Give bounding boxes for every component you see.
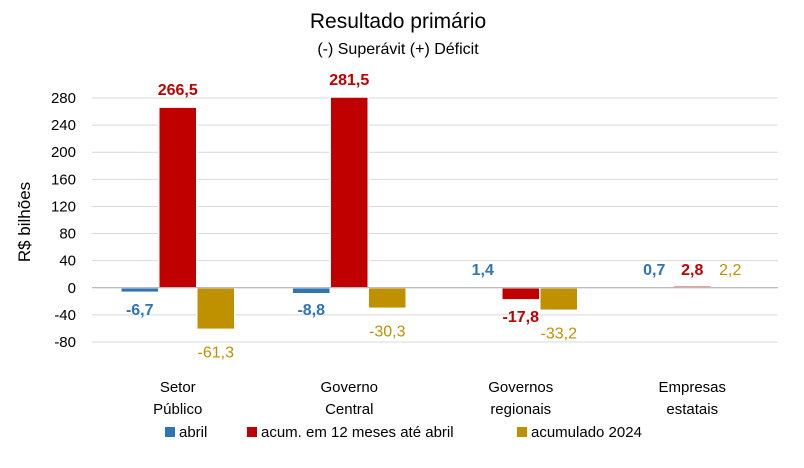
chart-subtitle: (-) Superávit (+) Déficit xyxy=(317,41,479,58)
y-tick-label-9: -80 xyxy=(54,334,76,351)
y-tick-label-2: 200 xyxy=(51,144,76,161)
data-labels: -6,7 266,5 -61,3 -8,8 281,5 -30,3 1,4 -17,8-33,… xyxy=(126,72,742,361)
legend-swatch-2 xyxy=(517,427,527,437)
category-label-1-0: Governo xyxy=(320,379,378,396)
category-labels: Setor Público Governo Central Governos region… xyxy=(153,379,726,418)
category-label-2-1: regionais xyxy=(490,401,551,418)
category-label-0-1: Público xyxy=(153,401,202,418)
y-tick-label-8: -40 xyxy=(54,307,76,324)
bar-0-1 xyxy=(291,287,331,295)
category-label-2-0: Governos xyxy=(488,379,553,396)
y-tick-label-7: 0 xyxy=(68,280,76,297)
legend-label-2: acumulado 2024 xyxy=(531,424,642,441)
bar-2-1 xyxy=(367,287,407,310)
data-label-0-3: 0,7 xyxy=(643,262,665,279)
bar-1-0 xyxy=(158,106,198,289)
data-label-1-1: 281,5 xyxy=(329,72,369,89)
legend-label-0: abril xyxy=(179,424,207,441)
y-tick-label-5: 80 xyxy=(59,226,76,243)
category-label-3-1: estatais xyxy=(666,401,718,418)
data-label-1-0: 266,5 xyxy=(158,82,198,99)
bars xyxy=(120,96,750,331)
data-label-2-1: -30,3 xyxy=(369,323,406,340)
y-axis-label: R$ bilhões xyxy=(15,182,34,262)
data-label-2-2: -33,2 xyxy=(541,325,578,342)
y-tick-label-1: 240 xyxy=(51,117,76,134)
bar-0-0 xyxy=(120,287,160,294)
data-label-0-2: 1,4 xyxy=(472,262,494,279)
data-label-1-2: -17,8 xyxy=(503,309,540,326)
legend-label-1: acum. em 12 meses até abril xyxy=(261,424,454,441)
category-label-1-1: Central xyxy=(325,401,373,418)
y-axis-ticks: 280 240 200 160 120 80 40 0 -40 -80 xyxy=(51,90,76,351)
category-label-3-0: Empresas xyxy=(658,379,726,396)
chart-title: Resultado primário xyxy=(310,10,486,33)
bar-2-0 xyxy=(196,287,236,331)
y-tick-label-4: 120 xyxy=(51,198,76,215)
data-label-0-0: -6,7 xyxy=(126,302,154,319)
data-label-0-1: -8,8 xyxy=(297,302,325,319)
data-label-1-3: 2,8 xyxy=(681,262,703,279)
grid-lines xyxy=(92,97,778,343)
data-label-2-0: -61,3 xyxy=(198,344,235,361)
data-label-2-3: 2,2 xyxy=(719,262,741,279)
y-tick-label-6: 40 xyxy=(59,253,76,270)
y-tick-label-3: 160 xyxy=(51,171,76,188)
bar-1-1 xyxy=(329,96,369,289)
legend-swatch-1 xyxy=(247,427,257,437)
bar-1-2 xyxy=(501,287,541,301)
legend-swatch-0 xyxy=(165,427,175,437)
bar-2-2 xyxy=(539,287,579,312)
legend: abril acum. em 12 meses até abril acumulad… xyxy=(165,424,642,441)
y-tick-label-0: 280 xyxy=(51,90,76,107)
category-label-0-0: Setor xyxy=(160,379,196,396)
